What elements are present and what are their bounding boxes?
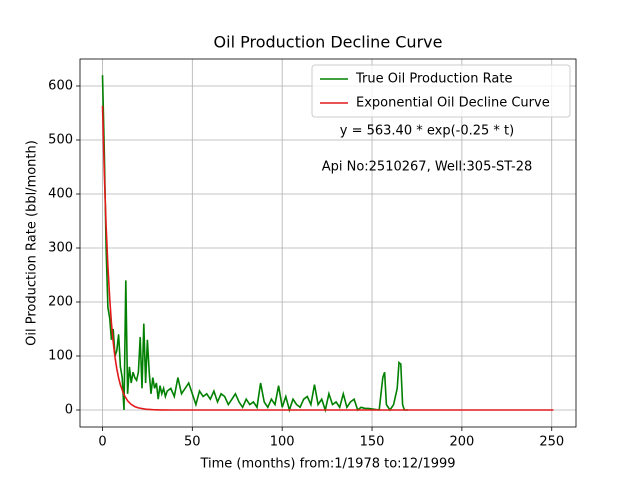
data-line: [101, 105, 554, 411]
x-tick-label: 250: [539, 435, 564, 450]
y-tick-label: 200: [48, 294, 73, 309]
x-tick-label: 50: [184, 435, 201, 450]
y-tick-label: 300: [48, 240, 73, 255]
y-tick-label: 600: [48, 78, 73, 93]
annotation: y = 563.40 * exp(-0.25 * t): [340, 124, 514, 139]
y-tick-label: 0: [65, 402, 73, 417]
annotation: Api No:2510267, Well:305-ST-28: [322, 160, 533, 175]
y-tick-label: 500: [48, 132, 73, 147]
data-line: [101, 75, 408, 413]
chart-title: Oil Production Decline Curve: [214, 33, 443, 52]
y-tick-label: 100: [48, 348, 73, 363]
plot-frame: [79, 58, 577, 428]
y-tick-label: 400: [48, 186, 73, 201]
x-tick-label: 200: [449, 435, 474, 450]
y-axis-label: Oil Production Rate (bbl/month): [25, 140, 40, 346]
legend-label: Exponential Oil Decline Curve: [356, 96, 550, 111]
x-tick-label: 100: [270, 435, 295, 450]
legend-label: True Oil Production Rate: [355, 72, 512, 87]
x-axis-label: Time (months) from:1/1978 to:12/1999: [199, 457, 455, 472]
legend-box: [311, 64, 571, 118]
x-tick-label: 0: [98, 435, 106, 450]
x-tick-label: 150: [360, 435, 385, 450]
